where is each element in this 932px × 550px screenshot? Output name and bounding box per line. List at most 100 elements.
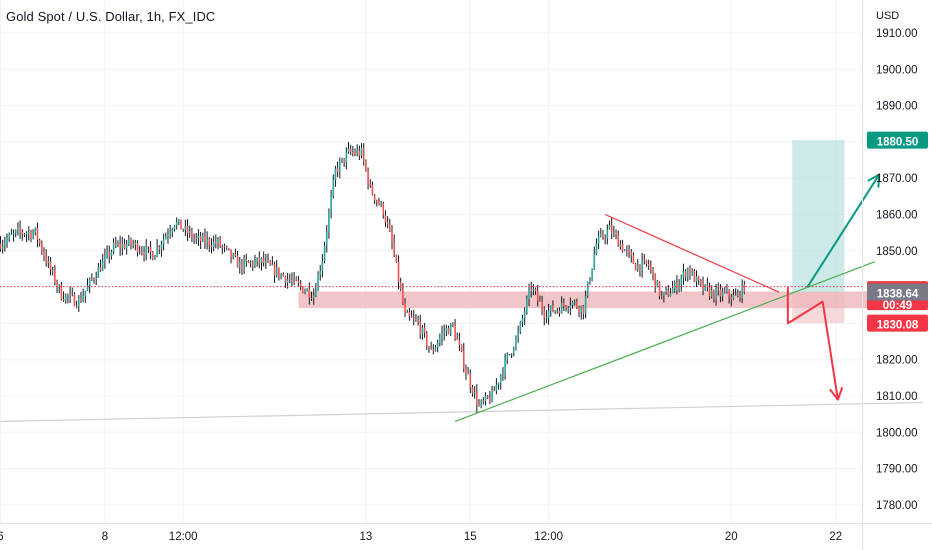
candle — [297, 275, 300, 287]
bullish-arrow[interactable] — [806, 173, 881, 288]
candle — [341, 157, 343, 164]
candle-body — [67, 294, 69, 297]
candle-body — [673, 282, 676, 289]
candle-body — [582, 305, 585, 314]
candle — [243, 254, 245, 274]
candle-body — [682, 271, 685, 278]
candle-body — [371, 184, 374, 195]
candle-body — [310, 297, 313, 299]
candle — [158, 245, 161, 255]
resistance-trendline[interactable] — [604, 213, 780, 293]
candle-body — [99, 266, 102, 271]
x-tick-label: 12:00 — [169, 531, 198, 543]
y-tick-label: 1800.00 — [876, 427, 918, 439]
candle-body — [193, 238, 195, 240]
candle — [513, 346, 515, 357]
candle-body — [419, 321, 422, 334]
candle — [700, 279, 702, 287]
candle — [645, 259, 648, 267]
candle-body — [545, 317, 548, 319]
support-trendline[interactable] — [454, 261, 876, 422]
candle — [128, 234, 130, 246]
candle-body — [693, 271, 696, 282]
candle-body — [441, 332, 443, 338]
candle-body — [288, 279, 291, 281]
candle-body — [530, 289, 532, 291]
y-tick-label: 1820.00 — [876, 355, 918, 367]
candle — [4, 236, 6, 252]
candle — [430, 341, 432, 350]
candle-body — [536, 290, 539, 301]
candle — [545, 309, 548, 324]
candle — [188, 225, 191, 238]
stop-zone[interactable] — [792, 292, 845, 324]
candle — [673, 280, 676, 293]
candle-body — [354, 152, 356, 155]
candle-body — [256, 257, 258, 262]
candle-body — [278, 267, 280, 277]
candle-body — [171, 229, 174, 233]
candle — [571, 300, 574, 309]
candle-body — [717, 289, 720, 291]
candle-body — [395, 254, 398, 262]
candle-body — [552, 305, 554, 312]
candle-body — [34, 227, 37, 233]
candle-body — [491, 390, 493, 402]
candle — [443, 324, 445, 341]
price-axis[interactable]: USD 1780.00 1790.00 1800.00 1810.00 1820.00 18… — [862, 0, 918, 550]
candle-body — [408, 312, 411, 316]
candle-body — [502, 374, 504, 376]
candle — [478, 399, 480, 407]
candle — [319, 264, 322, 281]
candle-body — [132, 244, 134, 246]
candle-body — [384, 215, 387, 223]
candle-body — [104, 255, 106, 261]
bearish-arrow[interactable] — [786, 287, 844, 401]
candle — [526, 295, 528, 315]
candle — [304, 288, 306, 295]
candle — [339, 157, 341, 179]
candle-body — [8, 234, 10, 239]
candle — [606, 224, 609, 245]
candle-body — [88, 278, 91, 286]
candle — [325, 224, 328, 253]
candle — [212, 235, 215, 252]
candle-body — [215, 241, 217, 244]
candle — [134, 239, 137, 251]
candle-body — [36, 227, 39, 240]
candle-body — [358, 150, 361, 156]
candle — [169, 224, 171, 239]
candle-body — [27, 231, 30, 234]
candle — [286, 272, 289, 289]
candle-body — [706, 284, 709, 287]
candle — [221, 244, 224, 255]
candle-body — [626, 249, 628, 251]
candle-body — [130, 238, 132, 245]
candle — [702, 276, 704, 296]
candle-body — [62, 299, 65, 301]
long-trendline[interactable] — [0, 401, 923, 423]
candle-body — [319, 270, 322, 275]
y-tick-label: 1780.00 — [876, 500, 918, 512]
candle — [441, 325, 443, 346]
candle — [236, 250, 239, 268]
time-axis[interactable]: 6 8 12:00 13 15 12:00 20 22 — [0, 523, 932, 544]
candle — [49, 257, 52, 276]
candle — [465, 364, 467, 380]
candle-body — [19, 227, 21, 232]
candle — [617, 230, 619, 247]
candle — [282, 272, 285, 277]
candle — [234, 248, 237, 258]
candle-body — [306, 289, 308, 292]
target-zone[interactable] — [792, 140, 845, 293]
candle-body — [428, 346, 430, 349]
candle-body — [101, 260, 104, 271]
candle — [36, 222, 39, 248]
candle — [367, 167, 369, 190]
candle — [608, 220, 611, 230]
candle — [497, 382, 500, 390]
candle — [208, 237, 211, 252]
candle — [743, 280, 746, 295]
candle — [173, 224, 176, 232]
